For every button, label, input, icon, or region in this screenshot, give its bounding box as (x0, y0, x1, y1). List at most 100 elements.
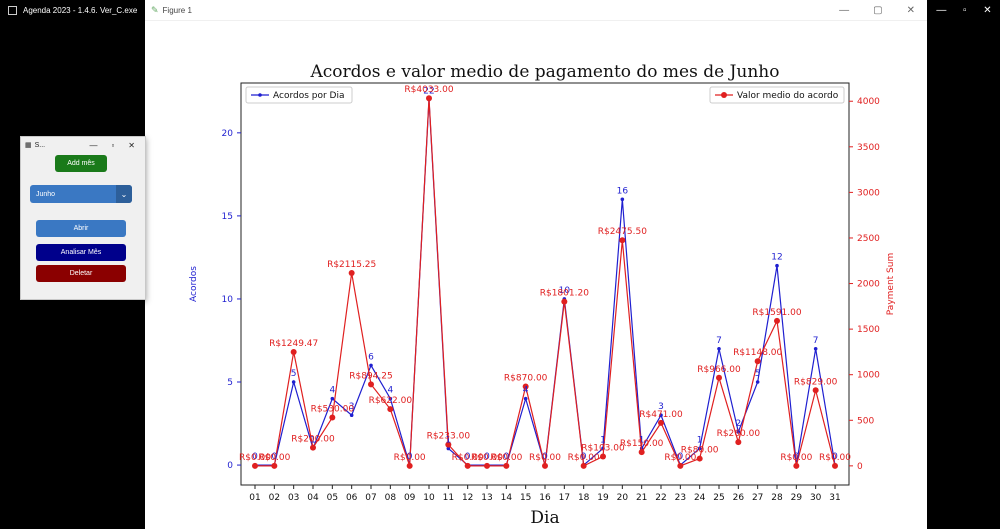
side-window-title: S... (34, 141, 46, 149)
side-maximize-icon[interactable]: ▫ (111, 140, 115, 150)
data-label-acordos: 0 (503, 452, 509, 462)
add-month-button[interactable]: Add mês (55, 155, 107, 172)
point-valor (484, 462, 490, 469)
data-label-valor: R$966.00 (697, 365, 741, 375)
data-label-valor: R$829.00 (794, 377, 838, 387)
plot-frame (240, 82, 850, 486)
x-tick-label: 28 (771, 493, 783, 503)
point-acordos (697, 446, 702, 451)
x-tick-label: 09 (404, 493, 416, 503)
figure-maximize-icon[interactable]: ▢ (873, 4, 883, 16)
analyze-month-button[interactable]: Analisar Mês (36, 244, 126, 261)
data-label-valor: R$260.00 (717, 429, 761, 439)
chevron-down-icon[interactable]: ⌄ (116, 185, 132, 203)
close-icon[interactable]: ✕ (983, 4, 992, 16)
month-select[interactable]: Junho ⌄ (30, 185, 132, 203)
x-tick-label: 12 (462, 493, 473, 503)
x-tick-label: 22 (655, 493, 666, 503)
point-valor (774, 317, 780, 324)
data-label-valor: R$0.00 (664, 453, 696, 463)
data-label-acordos: 12 (771, 253, 782, 263)
figure-titlebar: ✎ Figure 1 — ▢ ✕ (145, 0, 927, 21)
point-valor (812, 387, 819, 394)
point-valor (658, 419, 664, 426)
data-label-valor: R$150.00 (620, 439, 664, 449)
app-window-icon (8, 5, 17, 15)
data-label-acordos: 6 (368, 352, 374, 362)
data-label-acordos: 7 (813, 336, 819, 346)
data-label-valor: R$0.00 (529, 453, 561, 463)
y-right-axis-label: Payment Sum (886, 253, 896, 315)
data-label-acordos: 16 (617, 186, 629, 196)
point-acordos (369, 363, 373, 368)
delete-button[interactable]: Deletar (36, 265, 126, 282)
data-label-valor: R$0.00 (258, 453, 290, 463)
x-tick-label: 04 (307, 493, 319, 503)
x-tick-label: 18 (578, 493, 590, 503)
point-valor (348, 270, 355, 277)
side-close-icon[interactable]: ✕ (128, 140, 135, 150)
point-valor (580, 462, 587, 469)
matplotlib-icon: ✎ (151, 4, 159, 15)
maximize-icon[interactable]: ▫ (963, 4, 967, 16)
figure-close-icon[interactable]: ✕ (906, 4, 915, 16)
side-window: ▦ S... — ▫ ✕ Add mês Junho ⌄ Abrir Anali… (20, 136, 146, 300)
open-button[interactable]: Abrir (36, 220, 126, 237)
y-left-tick-label: 0 (227, 461, 233, 471)
point-valor (329, 414, 336, 421)
point-acordos (659, 413, 663, 418)
data-label-acordos: 0 (677, 452, 683, 462)
data-label-valor: R$0.00 (490, 453, 522, 463)
point-acordos (291, 380, 296, 384)
x-tick-label: 25 (713, 493, 724, 503)
data-label-acordos: 0 (407, 452, 413, 462)
data-label-acordos: 5 (291, 369, 297, 379)
x-tick-label: 05 (327, 493, 338, 503)
data-label-acordos: 4 (387, 386, 393, 396)
point-valor (561, 298, 568, 305)
minimize-icon[interactable]: — (936, 4, 947, 16)
data-label-acordos: 4 (329, 386, 335, 396)
data-label-acordos: 7 (716, 336, 722, 346)
chart-title: Acordos e valor medio de pagamento do me… (309, 62, 779, 82)
point-acordos (736, 430, 741, 434)
x-tick-label: 31 (829, 493, 840, 503)
x-tick-label: 16 (539, 493, 551, 503)
data-label-acordos: 10 (559, 286, 571, 296)
data-label-valor: R$0.00 (819, 453, 851, 463)
y-right-tick-label: 3500 (857, 143, 880, 153)
point-valor (696, 455, 703, 462)
y-left-tick-label: 10 (222, 295, 234, 305)
point-valor (368, 381, 374, 388)
x-tick-label: 20 (617, 493, 629, 503)
point-acordos (446, 446, 451, 451)
x-tick-label: 02 (269, 493, 280, 503)
legend-left-marker (258, 93, 262, 97)
data-label-valor: R$894.25 (349, 371, 392, 381)
x-tick-label: 30 (810, 493, 822, 503)
point-acordos (330, 396, 335, 401)
data-label-acordos: 1 (445, 435, 451, 445)
data-label-acordos: 3 (349, 402, 355, 412)
month-select-value: Junho (36, 190, 56, 198)
taskbar-app-title-bar: Agenda 2023 - 1.4.6. Ver_C.exe (0, 0, 145, 20)
data-label-acordos: 1 (600, 435, 606, 445)
data-label-valor: R$471.00 (639, 410, 683, 420)
y-right-tick-label: 1500 (857, 325, 880, 335)
y-left-tick-label: 15 (222, 212, 233, 222)
data-label-acordos: 2 (735, 419, 741, 429)
window-app-icon: ▦ (25, 142, 32, 149)
figure-minimize-icon[interactable]: — (839, 4, 850, 16)
x-tick-label: 24 (694, 493, 706, 503)
point-valor (677, 462, 684, 469)
data-label-valor: R$4033.00 (404, 85, 453, 95)
data-label-valor: R$0.00 (568, 453, 600, 463)
side-minimize-icon[interactable]: — (89, 140, 98, 150)
y-right-tick-label: 4000 (857, 97, 880, 107)
legend-left-label: Acordos por Dia (273, 91, 345, 101)
data-label-acordos: 5 (755, 369, 761, 379)
x-tick-label: 29 (791, 493, 803, 503)
point-acordos (620, 197, 625, 202)
data-label-valor: R$1148.00 (733, 348, 782, 358)
x-tick-label: 13 (481, 493, 492, 503)
